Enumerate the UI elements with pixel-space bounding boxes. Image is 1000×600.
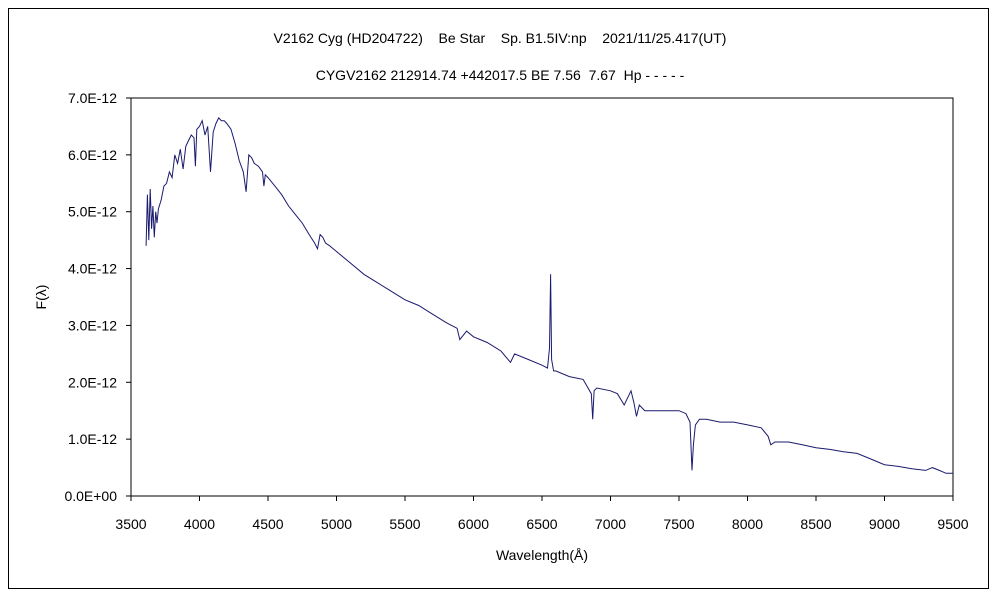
x-tick-label: 9500 — [937, 516, 968, 532]
x-tick-label: 7500 — [663, 516, 694, 532]
plot-area — [130, 97, 954, 497]
x-tick-label: 4000 — [184, 516, 215, 532]
y-tick-label: 7.0E-12 — [68, 90, 117, 106]
x-tick-label: 9000 — [869, 516, 900, 532]
y-tick-label: 6.0E-12 — [68, 147, 117, 163]
x-tick-label: 5000 — [321, 516, 352, 532]
y-tick-label: 3.0E-12 — [68, 317, 117, 333]
x-tick-label: 6000 — [458, 516, 489, 532]
x-axis-label: Wavelength(Å) — [496, 547, 588, 563]
x-tick-label: 8500 — [800, 516, 831, 532]
x-tick-label: 5500 — [389, 516, 420, 532]
x-tick-label: 7000 — [595, 516, 626, 532]
chart-frame — [8, 8, 989, 589]
y-tick-label: 5.0E-12 — [68, 204, 117, 220]
x-tick-label: 4500 — [252, 516, 283, 532]
x-tick-label: 3500 — [115, 516, 146, 532]
x-axis: 3500 4000 4500 5000 5500 6000 6500 7000 7500 8000… — [115, 496, 969, 532]
y-axis-label: F(λ) — [33, 285, 49, 310]
chart-title-line-2: CYGV2162 212914.74 +442017.5 BE 7.56 7.6… — [315, 67, 685, 83]
y-tick-label: 2.0E-12 — [68, 374, 117, 390]
y-tick-label: 4.0E-12 — [68, 261, 117, 277]
x-tick-label: 6500 — [526, 516, 557, 532]
chart-title-line-1: V2162 Cyg (HD204722) Be Star Sp. B1.5IV:… — [273, 30, 727, 46]
x-tick-label: 8000 — [732, 516, 763, 532]
y-tick-label: 1.0E-12 — [68, 431, 117, 447]
y-tick-label: 0.0E+00 — [64, 488, 117, 504]
spectrum-line — [145, 117, 953, 474]
y-axis: 0.0E+00 1.0E-12 2.0E-12 3.0E-12 4.0E-12 5.0E-… — [64, 90, 131, 504]
